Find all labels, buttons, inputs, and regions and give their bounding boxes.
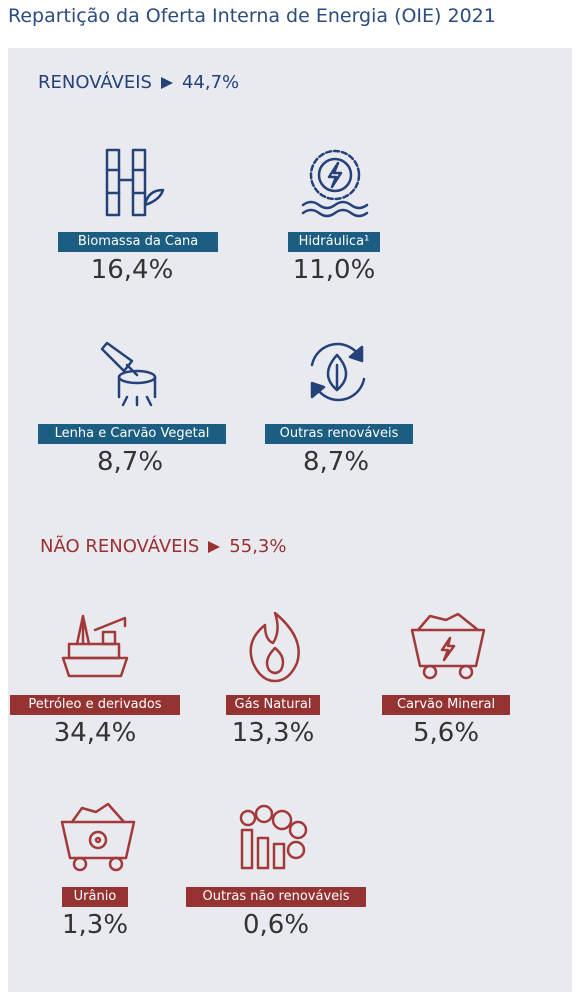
icon-hydro: [301, 149, 369, 218]
item-value: 16,4%: [90, 255, 174, 285]
section-heading: NÃO RENOVÁVEIS 55,3%: [40, 536, 286, 557]
panel: [8, 48, 572, 992]
item-label: Gás Natural: [226, 695, 320, 715]
heading-total: 44,7%: [181, 72, 240, 93]
arrow: [160, 76, 173, 89]
heading-text: NÃO RENOVÁVEIS: [40, 536, 200, 557]
item-label: Outras não renováveis: [186, 887, 366, 907]
item-label: Outras renováveis: [265, 424, 413, 444]
item-label: Petróleo e derivados: [10, 695, 180, 715]
item-value: 0,6%: [242, 910, 310, 940]
item-value: 1,3%: [61, 910, 129, 940]
arrow: [208, 540, 221, 553]
icon-gas: [249, 611, 300, 683]
icon-oil: [61, 614, 129, 678]
item-label: Hidráulica¹: [288, 232, 380, 252]
item-value: 11,0%: [292, 255, 376, 285]
icon-other: [239, 804, 308, 870]
icon-cane: [105, 148, 165, 217]
item-label: Lenha e Carvão Vegetal: [38, 424, 226, 444]
page-title: Repartição da Oferta Interna de Energia …: [8, 5, 496, 27]
item-value: 13,3%: [231, 718, 315, 748]
icon-wood: [100, 341, 157, 407]
item-label: Biomassa da Cana: [58, 232, 218, 252]
icon-recycle: [310, 342, 366, 402]
heading-text: RENOVÁVEIS: [38, 72, 152, 93]
item-value: 5,6%: [412, 718, 480, 748]
item-label: Carvão Mineral: [382, 695, 510, 715]
item-label: Urânio: [62, 887, 128, 907]
heading-total: 55,3%: [229, 536, 287, 557]
section-heading: RENOVÁVEIS 44,7%: [38, 72, 239, 93]
icon-uranium: [60, 802, 136, 872]
item-value: 34,4%: [53, 718, 137, 748]
item-value: 8,7%: [96, 447, 164, 477]
icon-coal: [410, 612, 486, 680]
item-value: 8,7%: [302, 447, 370, 477]
